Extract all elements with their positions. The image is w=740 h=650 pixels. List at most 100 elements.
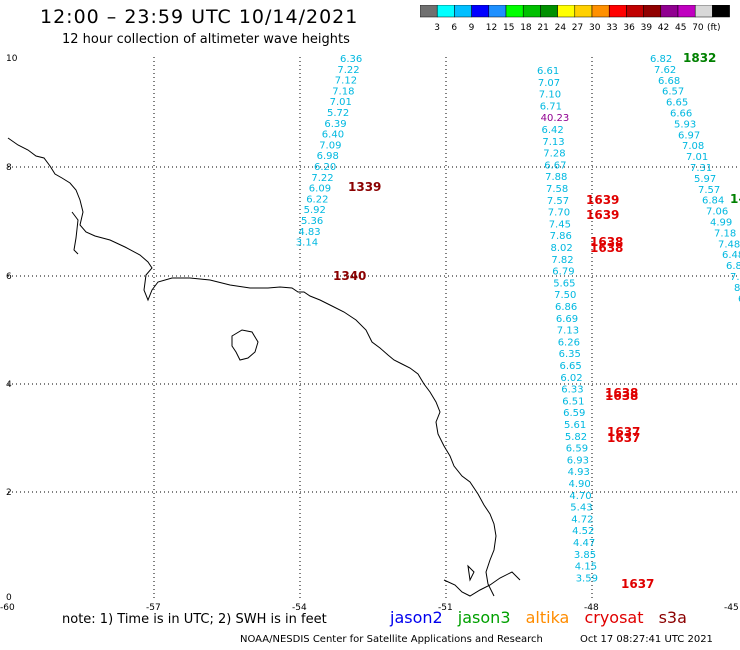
pass-time-labels: 1832133913401639163916381638163816381637…: [333, 51, 740, 591]
legend-label: 18: [520, 23, 532, 33]
wave-height-value: 6.61: [537, 66, 559, 77]
pass-time-label: 1339: [348, 180, 381, 194]
legend-label: 42: [658, 23, 669, 33]
pass-time-label: 1637: [621, 577, 654, 591]
wave-height-value: 7.82: [551, 255, 573, 266]
y-tick-label: 2: [6, 488, 12, 498]
wave-height-value: 4.90: [569, 479, 591, 490]
wave-height-value: 6.79: [552, 267, 574, 278]
pass-time-label: 1638: [590, 235, 623, 249]
legend-swatch: [660, 5, 679, 18]
wave-height-value: 5.36: [301, 216, 323, 227]
wave-height-value: 6.65: [560, 361, 582, 372]
wave-height-value: 6.84: [702, 196, 724, 207]
wave-height-value: 4.70: [569, 491, 591, 502]
wave-height-value: 3.59: [576, 573, 598, 584]
y-tick-label: 4: [6, 380, 12, 390]
wave-height-value: 5.65: [553, 278, 575, 289]
wave-height-value: 5.61: [564, 420, 586, 431]
pass-time-label: 1638: [605, 386, 638, 400]
wave-height-value: 6.22: [306, 194, 328, 205]
wave-height-value: 6.42: [542, 125, 564, 136]
wave-height-value: 6.86: [555, 302, 577, 313]
wave-height-value: 6.40: [322, 130, 344, 141]
map-title: 12:00 – 23:59 UTC 10/14/2021: [40, 6, 359, 28]
pass-time-label: 1832: [683, 51, 716, 65]
wave-height-value: 7.18: [332, 86, 354, 97]
wave-height-value: 7.09: [319, 140, 341, 151]
x-tick-label: -51: [438, 603, 453, 613]
satellite-name: jason3: [457, 608, 511, 627]
legend-swatches: [420, 5, 730, 18]
coastline: [7, 137, 521, 597]
wave-height-value: 6.67: [544, 160, 566, 171]
wave-height-value: 6.02: [560, 373, 582, 384]
wave-height-value: 40.23: [541, 113, 570, 124]
wave-height-value: 7.86: [550, 231, 572, 242]
credit-text: NOAA/NESDIS Center for Satellite Applica…: [240, 634, 543, 645]
satellite-name: jason2: [390, 608, 443, 627]
legend-label: 45: [675, 23, 686, 33]
wave-height-value: 7.50: [554, 290, 576, 301]
wave-height-value: 6.65: [666, 98, 688, 109]
y-tick-label: 6: [6, 272, 12, 282]
wave-height-tracks: 6.367.227.127.187.015.726.396.407.096.98…: [296, 54, 740, 584]
wave-height-value: 7.58: [546, 184, 568, 195]
y-tick-label: 0: [6, 593, 12, 603]
wave-height-value: 8.02: [551, 243, 573, 254]
legend-label: 36: [623, 23, 635, 33]
legend-label: 6: [451, 23, 457, 33]
wave-height-value: 6.51: [562, 396, 584, 407]
legend-label: 30: [589, 23, 601, 33]
wave-height-value: 4.47: [573, 538, 595, 549]
wave-height-value: 7.22: [337, 65, 359, 76]
x-tick-label: -57: [146, 603, 161, 613]
wave-height-value: 6.09: [309, 184, 331, 195]
wave-height-value: 6.59: [566, 444, 588, 455]
wave-height-value: 6.35: [559, 349, 581, 360]
wave-height-value: 6.36: [340, 54, 362, 65]
satellite-name: altika: [525, 608, 570, 627]
legend-label: 39: [641, 23, 653, 33]
satellite-name: cryosat: [584, 608, 644, 627]
wave-height-value: 7.48: [718, 239, 740, 250]
wave-height-value: 7.13: [542, 137, 564, 148]
wave-height-value: 6.48: [722, 250, 740, 261]
wave-height-value: 7.01: [686, 152, 708, 163]
wave-height-value: 6.66: [670, 109, 692, 120]
wave-height-value: 6.20: [314, 162, 336, 173]
wave-height-value: 4.52: [572, 526, 594, 537]
legend-labels: 3 6 9 12 15 18 21 24 27 30 33 36 39 42 45 70: [434, 23, 704, 33]
color-legend: 3 6 9 12 15 18 21 24 27 30 33 36 39 42 45 70 (ft): [420, 5, 730, 33]
legend-swatch: [471, 5, 490, 18]
footer-note: note: 1) Time is in UTC; 2) SWH is in fe…: [62, 612, 327, 627]
legend-swatch: [454, 5, 472, 18]
wave-height-value: 6.33: [561, 385, 583, 396]
wave-height-value: 5.92: [304, 205, 326, 216]
x-tick-label: -54: [292, 603, 307, 613]
pass-time-label: 1639: [586, 208, 619, 222]
wave-height-value: 4.99: [710, 218, 732, 229]
satellite-name: s3a: [658, 608, 687, 627]
pass-time-label: 1638: [590, 241, 623, 255]
pass-time-label: 1639: [586, 193, 619, 207]
wave-height-value: 7.81: [730, 272, 740, 283]
wave-height-value: 3.14: [296, 238, 318, 249]
pass-time-label: 1637: [607, 425, 640, 439]
wave-height-value: 5.72: [327, 108, 349, 119]
legend-swatch: [522, 5, 541, 18]
wave-height-value: 6.82: [650, 54, 672, 65]
legend-label: 9: [469, 23, 475, 33]
legend-swatch: [436, 5, 455, 18]
pass-time-label: 1340: [333, 269, 366, 283]
wave-height-value: 5.93: [674, 119, 696, 130]
wave-height-value: 7.57: [698, 185, 720, 196]
wave-height-value: 6.26: [558, 337, 580, 348]
wave-height-value: 6.71: [540, 101, 562, 112]
legend-swatch: [626, 5, 644, 18]
legend-label: 21: [537, 23, 548, 33]
wave-height-value: 7.45: [549, 219, 571, 230]
wave-height-value: 6.93: [567, 455, 589, 466]
legend-label: 33: [606, 23, 617, 33]
wave-height-value: 7.28: [543, 149, 565, 160]
